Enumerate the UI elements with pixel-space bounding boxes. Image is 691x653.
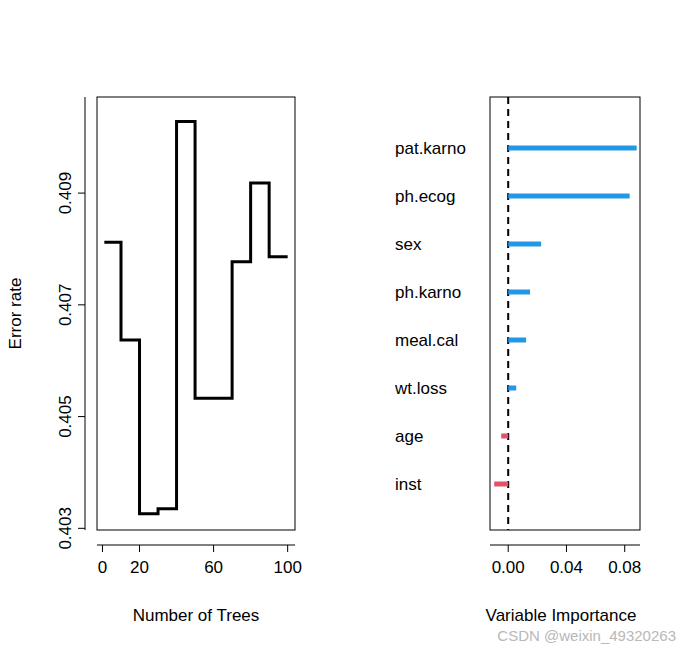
x-tick [102,545,103,552]
x-tick [213,545,214,552]
importance-bar [501,434,508,439]
x-tick [566,545,567,552]
plot-frame [97,97,295,530]
plot-frame [490,97,640,530]
category-label: ph.karno [395,283,461,302]
x-tick [624,545,625,552]
x-tick [139,545,140,552]
y-tick [78,193,85,194]
y-tick-label: 0.407 [56,284,75,327]
category-label: wt.loss [394,379,447,398]
importance-bar [508,194,629,199]
x-tick-label: 0.08 [608,558,641,577]
category-label: inst [395,475,422,494]
y-axis-title: Error rate [6,278,25,350]
x-tick-label: 20 [130,558,149,577]
importance-bar [508,242,541,247]
x-tick-label: 0 [98,558,107,577]
plot-area [104,122,287,514]
background [0,0,691,653]
y-tick-label: 0.405 [56,395,75,438]
watermark: CSDN @weixin_49320263 [497,627,676,644]
x-tick-label: 60 [204,558,223,577]
category-label: ph.ecog [395,187,456,206]
error-line [104,122,287,514]
x-tick [287,545,288,552]
category-label: pat.karno [395,139,466,158]
zero-line [507,97,509,530]
x-tick-label: 100 [273,558,301,577]
y-tick [78,416,85,417]
importance-bar [508,386,516,391]
importance-bar [508,338,526,343]
x-axis-line [490,545,640,546]
plot-area [494,146,636,487]
importance-bar [508,290,530,295]
category-label: sex [395,235,422,254]
x-axis-title: Number of Trees [133,606,260,625]
y-tick-label: 0.403 [56,507,75,550]
figure: 0 20 60 100 0.403 0.405 0.407 0.409 Number of Tr… [0,0,691,653]
x-axis-line [97,545,295,546]
category-label: meal.cal [395,331,458,350]
y-tick [78,528,85,529]
x-tick-label: 0.00 [492,558,525,577]
importance-bar [494,482,508,487]
x-tick [508,545,509,552]
y-tick-label: 0.409 [56,172,75,215]
x-axis-title: Variable Importance [486,606,637,625]
y-axis-line [85,97,86,530]
y-tick [78,304,85,305]
importance-bar [508,146,636,151]
x-tick-label: 0.04 [550,558,583,577]
category-label: age [395,427,423,446]
